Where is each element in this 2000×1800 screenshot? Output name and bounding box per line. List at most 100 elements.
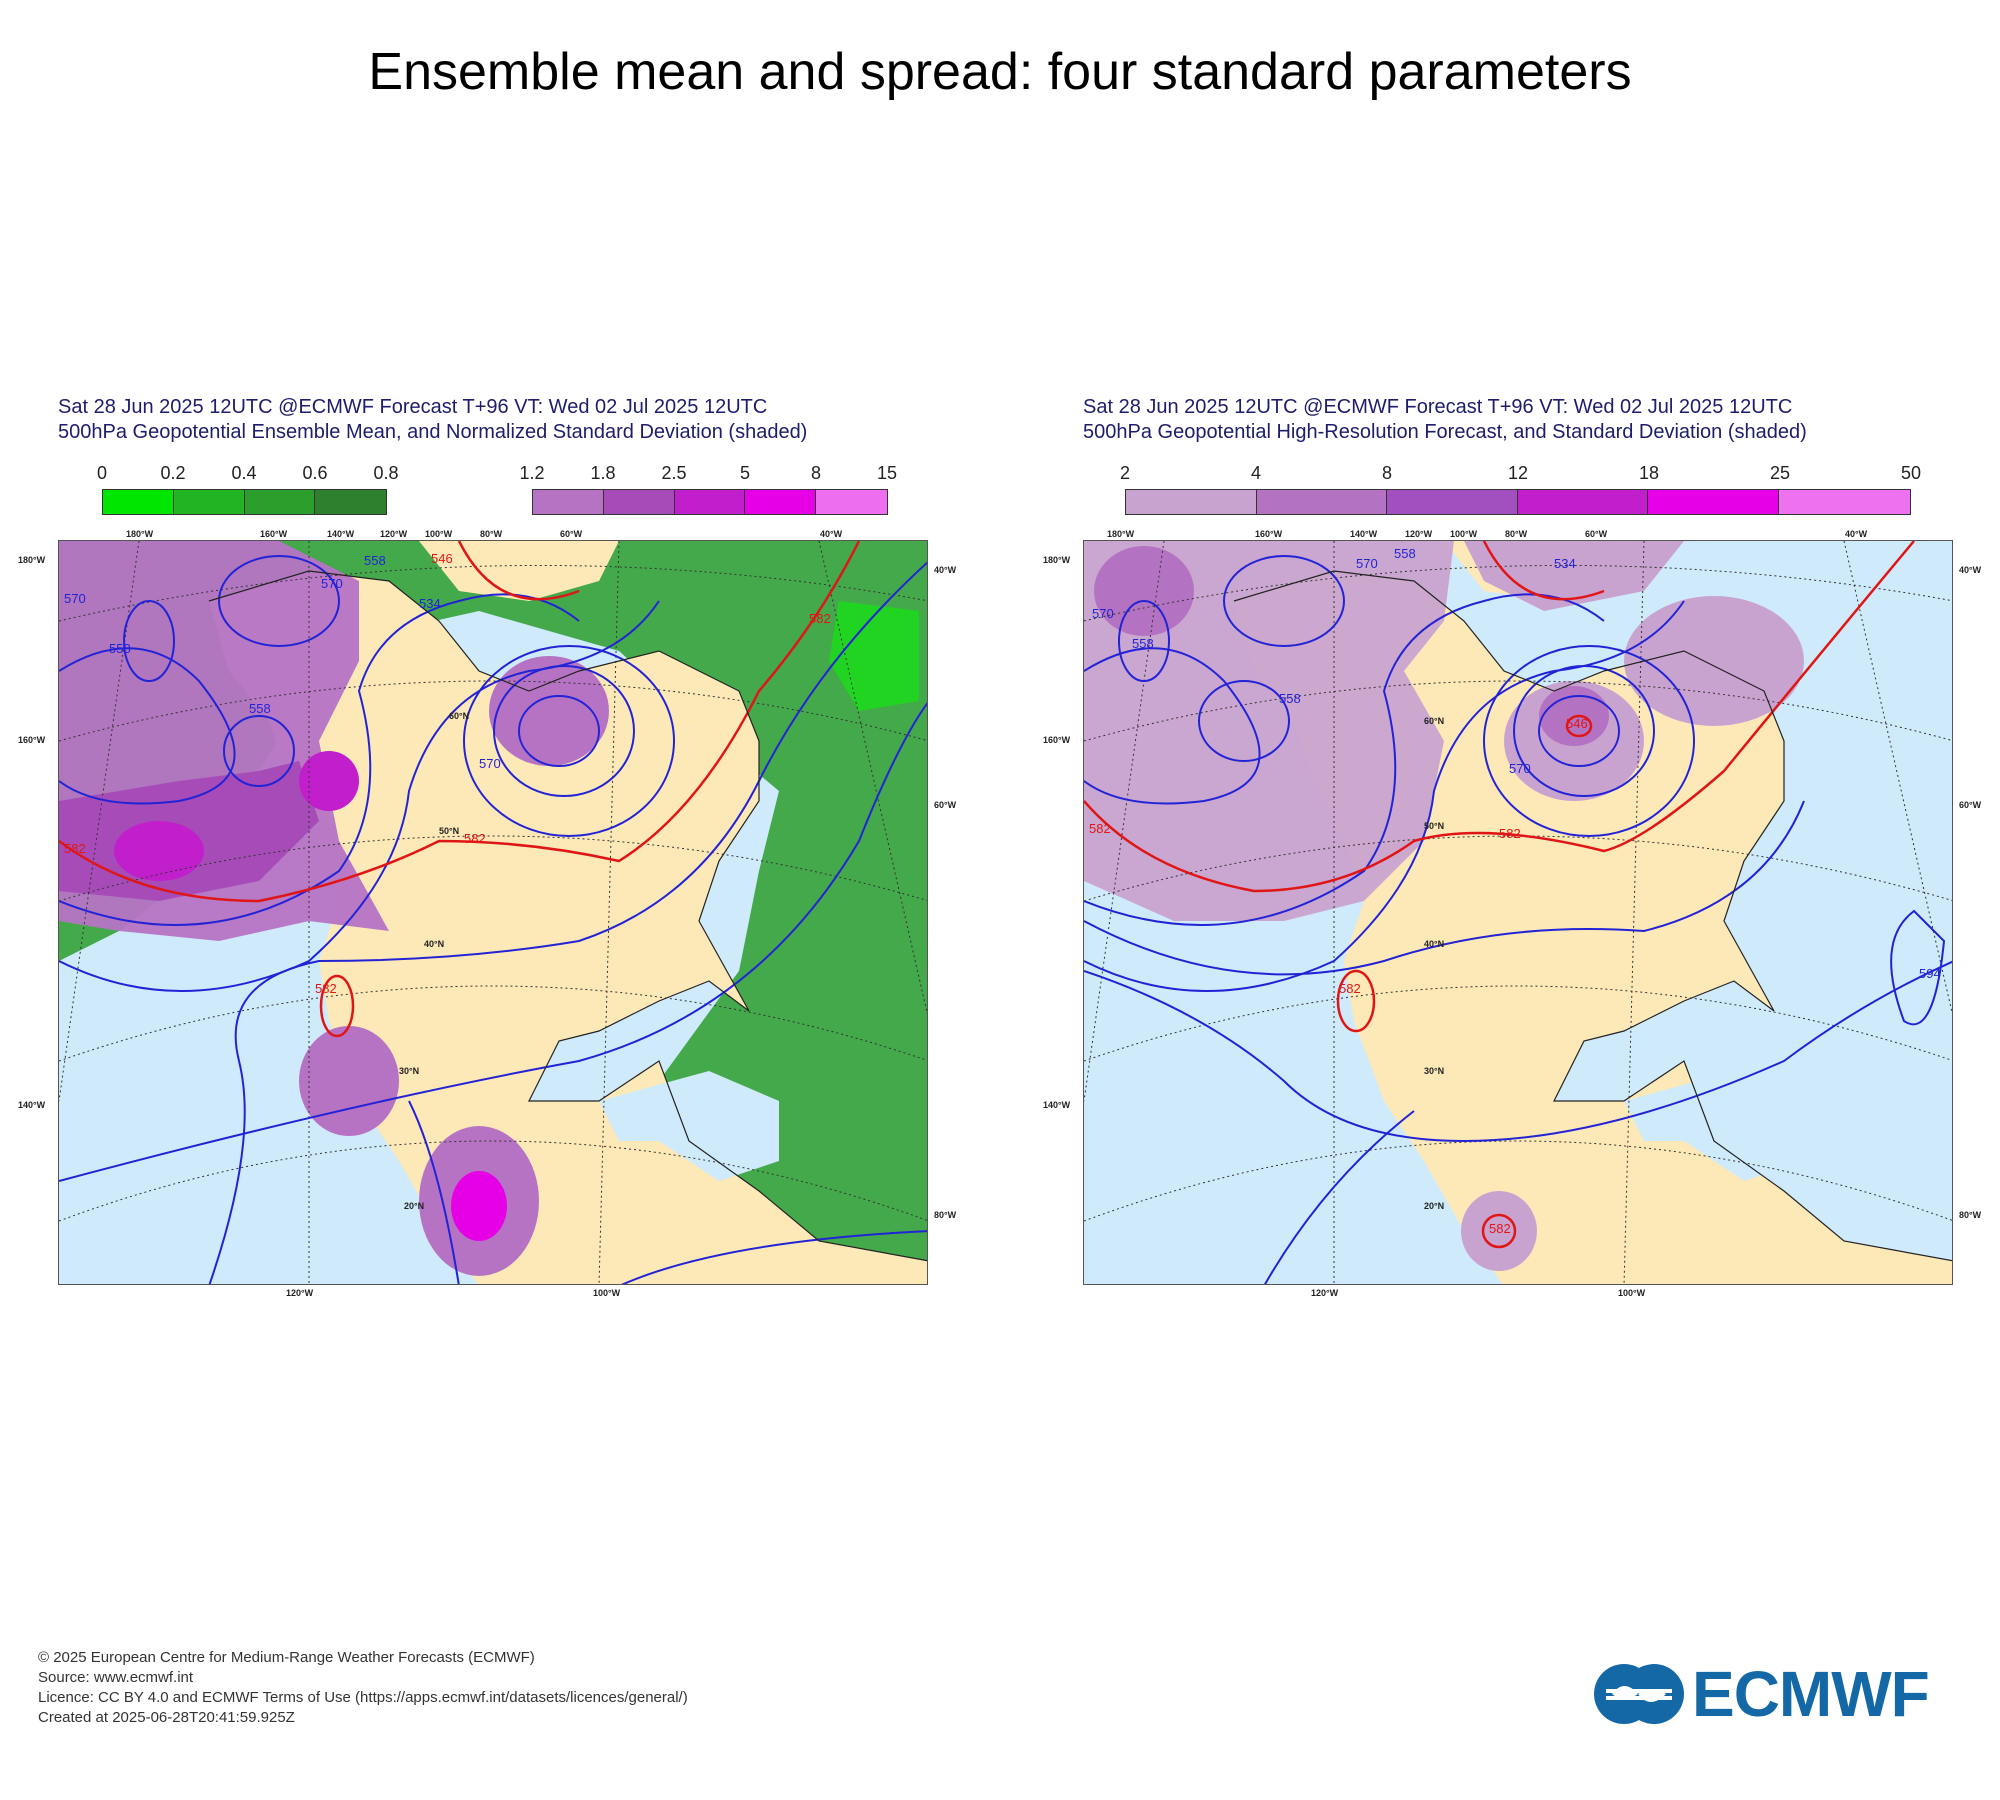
lat-label: 20°N — [404, 1201, 425, 1211]
green-legend: 0 0.2 0.4 0.6 0.8 — [97, 463, 399, 515]
coastline — [1233, 570, 1952, 1262]
spread-max-magenta-2 — [299, 751, 359, 811]
legend-label: 1.8 — [590, 463, 616, 483]
legend-label: 50 — [1900, 463, 1922, 483]
panel-title: Sat 28 Jun 2025 12UTC @ECMWF Forecast T+… — [1083, 395, 1807, 445]
graticule — [1084, 541, 1952, 1284]
contour-label: 570 — [479, 756, 501, 771]
lon-label: 100°W — [1618, 1288, 1646, 1298]
contour-label: 558 — [249, 701, 271, 716]
lon-label: 140°W — [1350, 529, 1378, 539]
contour-label: 546 — [431, 551, 453, 566]
contour-label: 570 — [1509, 761, 1531, 776]
lon-label: 100°W — [425, 529, 453, 539]
lon-label: 120°W — [1311, 1288, 1339, 1298]
legend-label: 4 — [1250, 463, 1262, 483]
legend-label: 0.2 — [160, 463, 186, 483]
greenland-landmass — [419, 541, 619, 601]
spread-colorbar — [1125, 489, 1911, 515]
ecmwf-logo: ECMWF — [1592, 1658, 1962, 1730]
created-text: Created at 2025-06-28T20:41:59.925Z — [38, 1709, 295, 1726]
colorbar-swatch — [816, 490, 887, 514]
copyright-text: © 2025 European Centre for Medium-Range … — [38, 1649, 535, 1666]
lon-label: 180°W — [126, 529, 154, 539]
spread-shading-light-ne — [1624, 596, 1804, 726]
contour-label: 570 — [1092, 606, 1114, 621]
purple-legend: 1.2 1.8 2.5 5 8 15 — [519, 463, 897, 515]
legend-label: 2.5 — [661, 463, 687, 483]
edge-label: 180°W — [18, 555, 46, 565]
panel-title-line1: Sat 28 Jun 2025 12UTC @ECMWF Forecast T+… — [58, 396, 768, 418]
colorbar-swatch — [315, 490, 386, 514]
lon-label: 100°W — [593, 1288, 621, 1298]
colorbar-swatch — [173, 490, 245, 514]
lon-label: 120°W — [380, 529, 408, 539]
lon-label: 60°W — [1585, 529, 1608, 539]
geopotential-contours — [1084, 555, 1952, 1284]
legend-label: 15 — [876, 463, 898, 483]
purple-colorbar — [532, 489, 888, 515]
lat-label: 30°N — [399, 1066, 420, 1076]
geopotential-contours — [59, 555, 927, 1284]
legend-label: 25 — [1769, 463, 1791, 483]
colorbar-swatch — [1126, 490, 1257, 514]
lat-label: 50°N — [439, 826, 460, 836]
colorbar-swatch — [745, 490, 817, 514]
lon-label: 120°W — [1405, 529, 1433, 539]
spread-purple-pacific — [299, 1026, 399, 1136]
lon-label: 80°W — [1505, 529, 1528, 539]
legend-label: 5 — [739, 463, 751, 483]
contour-label: 594 — [1919, 966, 1941, 981]
panel-title-line2: 500hPa Geopotential High-Resolution Fore… — [1083, 421, 1807, 443]
contour-label: 582 — [64, 841, 86, 856]
lat-label: 30°N — [1424, 1066, 1445, 1076]
edge-label: 160°W — [18, 735, 46, 745]
contour-label: 558 — [109, 641, 131, 656]
colorbar-swatch — [1517, 490, 1649, 514]
legend-label: 18 — [1638, 463, 1660, 483]
coastline — [208, 570, 927, 1262]
582-contour — [1084, 541, 1915, 1249]
lon-label: 180°W — [1107, 529, 1135, 539]
lon-label: 80°W — [480, 529, 503, 539]
contour-label: 546 — [1566, 716, 1588, 731]
contour-label: 570 — [1356, 556, 1378, 571]
contour-label: 570 — [64, 591, 86, 606]
contour-label: 582 — [809, 611, 831, 626]
spread-legend: 2 4 8 12 18 25 50 — [1120, 463, 1921, 515]
licence-text: Licence: CC BY 4.0 and ECMWF Terms of Us… — [38, 1689, 688, 1706]
edge-label: 80°W — [934, 1210, 957, 1220]
lat-label: 40°N — [1424, 939, 1445, 949]
582-contour — [59, 541, 861, 1038]
contour-label: 534 — [1554, 556, 1576, 571]
colorbar-swatch — [1256, 490, 1388, 514]
contour-label: 534 — [419, 596, 441, 611]
edge-label: 40°W — [1959, 565, 1982, 575]
edge-label: 60°W — [934, 800, 957, 810]
legend-label: 0.8 — [373, 463, 399, 483]
ecmwf-logo-icon — [1594, 1664, 1684, 1724]
footer-credits: © 2025 European Centre for Medium-Range … — [38, 1648, 688, 1728]
lat-label: 60°N — [1424, 716, 1445, 726]
colorbar-swatch — [1648, 490, 1780, 514]
ensemble-mean-map: 534 558 570 582 570 558 570 558 546 582 … — [58, 540, 928, 1285]
contour-label: 558 — [1132, 636, 1154, 651]
spread-shading-mid — [1094, 546, 1194, 636]
legend-label: 0.6 — [302, 463, 328, 483]
contour-label: 582 — [1089, 821, 1111, 836]
colorbar-swatch — [244, 490, 316, 514]
contour-label: 582 — [1499, 826, 1521, 841]
contour-label: 582 — [464, 831, 486, 846]
page-title: Ensemble mean and spread: four standard … — [368, 43, 1632, 101]
lon-label: 40°W — [820, 529, 843, 539]
edge-label: 180°W — [1043, 555, 1071, 565]
lon-label: 40°W — [1845, 529, 1868, 539]
legend-label: 2 — [1119, 463, 1131, 483]
colorbar-swatch — [603, 490, 675, 514]
legend-label: 8 — [810, 463, 822, 483]
lat-label: 60°N — [449, 711, 470, 721]
lon-label: 160°W — [260, 529, 288, 539]
legend-label: 0.4 — [231, 463, 257, 483]
edge-label: 160°W — [1043, 735, 1071, 745]
colorbar-swatch — [533, 490, 604, 514]
